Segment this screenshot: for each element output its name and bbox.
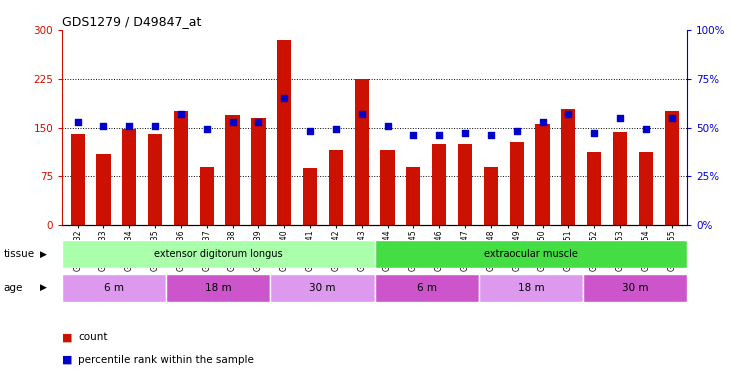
- Text: 18 m: 18 m: [518, 283, 544, 293]
- Bar: [432, 144, 447, 225]
- Bar: [510, 142, 524, 225]
- Bar: [303, 168, 317, 225]
- Bar: [583, 274, 687, 302]
- Point: [279, 95, 290, 101]
- Point: [562, 111, 574, 117]
- Bar: [270, 274, 374, 302]
- Text: ▶: ▶: [40, 284, 47, 292]
- Bar: [329, 150, 343, 225]
- Bar: [406, 166, 420, 225]
- Point: [511, 128, 523, 134]
- Bar: [62, 274, 167, 302]
- Text: ■: ■: [62, 355, 72, 365]
- Point: [356, 111, 368, 117]
- Text: count: count: [78, 333, 107, 342]
- Bar: [380, 150, 395, 225]
- Bar: [664, 111, 679, 225]
- Bar: [458, 144, 472, 225]
- Point: [253, 118, 265, 124]
- Bar: [355, 79, 369, 225]
- Text: tissue: tissue: [4, 249, 35, 259]
- Text: extraocular muscle: extraocular muscle: [484, 249, 577, 259]
- Point: [537, 118, 548, 124]
- Point: [304, 128, 316, 134]
- Text: 30 m: 30 m: [309, 283, 336, 293]
- Bar: [639, 152, 653, 225]
- Bar: [374, 274, 479, 302]
- Bar: [374, 240, 687, 268]
- Point: [72, 118, 83, 124]
- Point: [201, 126, 213, 132]
- Bar: [479, 274, 583, 302]
- Bar: [167, 274, 270, 302]
- Bar: [277, 40, 292, 225]
- Text: ▶: ▶: [40, 250, 47, 259]
- Bar: [535, 124, 550, 225]
- Text: GDS1279 / D49847_at: GDS1279 / D49847_at: [62, 15, 202, 28]
- Point: [98, 123, 110, 129]
- Point: [227, 118, 238, 124]
- Bar: [70, 134, 85, 225]
- Point: [588, 130, 600, 136]
- Point: [459, 130, 471, 136]
- Bar: [225, 114, 240, 225]
- Text: age: age: [4, 283, 23, 293]
- Bar: [251, 118, 265, 225]
- Bar: [174, 111, 188, 225]
- Point: [124, 123, 135, 129]
- Point: [175, 111, 187, 117]
- Point: [614, 115, 626, 121]
- Point: [666, 115, 678, 121]
- Bar: [148, 134, 162, 225]
- Bar: [200, 166, 214, 225]
- Bar: [613, 132, 627, 225]
- Bar: [587, 152, 602, 225]
- Text: 6 m: 6 m: [105, 283, 124, 293]
- Text: extensor digitorum longus: extensor digitorum longus: [154, 249, 283, 259]
- Text: 6 m: 6 m: [417, 283, 436, 293]
- Point: [433, 132, 445, 138]
- Bar: [122, 129, 137, 225]
- Bar: [62, 240, 374, 268]
- Bar: [96, 153, 110, 225]
- Point: [407, 132, 419, 138]
- Text: 18 m: 18 m: [205, 283, 232, 293]
- Point: [485, 132, 496, 138]
- Text: 30 m: 30 m: [622, 283, 648, 293]
- Point: [640, 126, 651, 132]
- Point: [330, 126, 342, 132]
- Text: ■: ■: [62, 333, 72, 342]
- Point: [149, 123, 161, 129]
- Text: percentile rank within the sample: percentile rank within the sample: [78, 355, 254, 365]
- Bar: [561, 109, 575, 225]
- Point: [382, 123, 393, 129]
- Bar: [484, 166, 498, 225]
